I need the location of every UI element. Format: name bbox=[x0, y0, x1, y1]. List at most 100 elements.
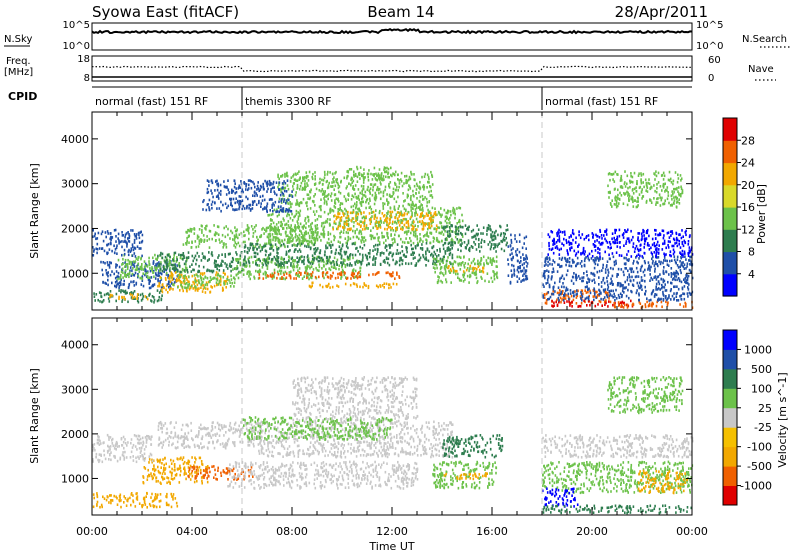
heatmap-cell bbox=[568, 260, 571, 264]
heatmap-cell bbox=[367, 262, 370, 266]
heatmap-cell bbox=[311, 254, 314, 257]
heatmap-cell bbox=[248, 270, 250, 273]
heatmap-cell bbox=[270, 243, 273, 247]
heatmap-cell bbox=[605, 233, 608, 236]
heatmap-cell bbox=[425, 256, 427, 259]
heatmap-cell bbox=[193, 282, 196, 285]
heatmap-cell bbox=[260, 202, 262, 205]
heatmap-cell bbox=[113, 244, 115, 248]
heatmap-cell bbox=[663, 239, 666, 243]
heatmap-cell bbox=[362, 181, 365, 184]
heatmap-cell bbox=[284, 172, 286, 176]
heatmap-cell bbox=[450, 213, 452, 217]
heatmap-cell bbox=[340, 249, 342, 253]
heatmap-cell bbox=[679, 251, 681, 254]
heatmap-cell bbox=[246, 270, 249, 274]
heatmap-cell bbox=[651, 262, 654, 265]
heatmap-cell bbox=[253, 277, 256, 280]
heatmap-cell bbox=[416, 235, 418, 238]
heatmap-cell bbox=[280, 262, 282, 266]
heatmap-cell bbox=[568, 257, 571, 260]
heatmap-cell bbox=[394, 216, 397, 220]
heatmap-cell bbox=[321, 267, 323, 270]
heatmap-cell bbox=[471, 271, 474, 275]
heatmap-cell bbox=[123, 240, 125, 243]
heatmap-cell bbox=[509, 244, 512, 247]
heatmap-cell bbox=[182, 279, 185, 283]
heatmap-cell bbox=[198, 242, 201, 245]
heatmap-cell bbox=[130, 263, 133, 266]
heatmap-cell bbox=[325, 195, 328, 198]
heatmap-cell bbox=[378, 242, 381, 246]
heatmap-cell bbox=[678, 243, 680, 246]
heatmap-cell bbox=[253, 251, 256, 255]
heatmap-cell bbox=[576, 262, 578, 266]
heatmap-cell bbox=[288, 208, 290, 211]
heatmap-cell bbox=[284, 277, 286, 281]
heatmap-cell bbox=[248, 264, 251, 268]
heatmap-cell bbox=[652, 255, 654, 259]
heatmap-cell bbox=[551, 230, 554, 234]
heatmap-cell bbox=[296, 260, 298, 264]
heatmap-cell bbox=[296, 202, 299, 205]
heatmap-cell bbox=[325, 180, 328, 184]
heatmap-cell bbox=[312, 243, 315, 247]
heatmap-cell bbox=[563, 237, 565, 241]
heatmap-cell bbox=[272, 209, 274, 213]
heatmap-cell bbox=[150, 276, 153, 279]
heatmap-cell bbox=[422, 240, 424, 243]
heatmap-cell bbox=[138, 241, 141, 244]
heatmap-cell bbox=[220, 264, 223, 267]
heatmap-cell bbox=[210, 252, 213, 256]
heatmap-cell bbox=[229, 237, 231, 240]
heatmap-cell bbox=[458, 277, 461, 281]
heatmap-cell bbox=[352, 256, 354, 260]
heatmap-cell bbox=[316, 248, 318, 252]
heatmap-cell bbox=[266, 264, 269, 268]
heatmap-cell bbox=[158, 298, 160, 302]
heatmap-cell bbox=[358, 260, 361, 263]
heatmap-cell bbox=[215, 281, 218, 284]
heatmap-cell bbox=[580, 260, 583, 263]
heatmap-cell bbox=[125, 273, 128, 277]
heatmap-cell bbox=[638, 281, 641, 285]
heatmap-cell bbox=[278, 183, 280, 186]
heatmap-cell bbox=[394, 240, 396, 244]
heatmap-cell bbox=[183, 256, 185, 259]
heatmap-cell bbox=[259, 243, 261, 247]
heatmap-cell bbox=[120, 289, 122, 292]
heatmap-cell bbox=[262, 245, 264, 249]
heatmap-cell bbox=[103, 249, 106, 253]
heatmap-cell bbox=[142, 272, 144, 275]
heatmap-cell bbox=[323, 176, 326, 179]
heatmap-cell bbox=[466, 274, 469, 278]
heatmap-cell bbox=[386, 231, 388, 235]
heatmap-cell bbox=[286, 212, 289, 216]
heatmap-cell bbox=[305, 171, 308, 174]
heatmap-cell bbox=[577, 245, 579, 248]
heatmap-cell bbox=[590, 271, 592, 275]
heatmap-cell bbox=[437, 260, 439, 263]
heatmap-cell bbox=[273, 186, 275, 189]
heatmap-cell bbox=[298, 204, 301, 208]
heatmap-cell bbox=[468, 269, 470, 273]
heatmap-cell bbox=[289, 209, 291, 213]
heatmap-cell bbox=[198, 281, 201, 285]
heatmap-cell bbox=[101, 300, 103, 304]
heatmap-cell bbox=[333, 205, 336, 208]
heatmap-cell bbox=[254, 260, 257, 263]
heatmap-cell bbox=[450, 244, 452, 247]
heatmap-cell bbox=[141, 263, 143, 266]
heatmap-cell bbox=[265, 207, 268, 210]
heatmap-cell bbox=[169, 266, 171, 270]
heatmap-cell bbox=[233, 234, 236, 238]
heatmap-cell bbox=[290, 262, 292, 265]
heatmap-cell bbox=[646, 228, 649, 232]
heatmap-cell bbox=[566, 269, 569, 272]
heatmap-cell bbox=[305, 232, 308, 236]
heatmap-cell bbox=[264, 242, 266, 246]
heatmap-cell bbox=[619, 284, 621, 288]
heatmap-cell bbox=[319, 207, 322, 211]
heatmap-cell bbox=[113, 272, 115, 276]
heatmap-cell bbox=[262, 272, 265, 276]
